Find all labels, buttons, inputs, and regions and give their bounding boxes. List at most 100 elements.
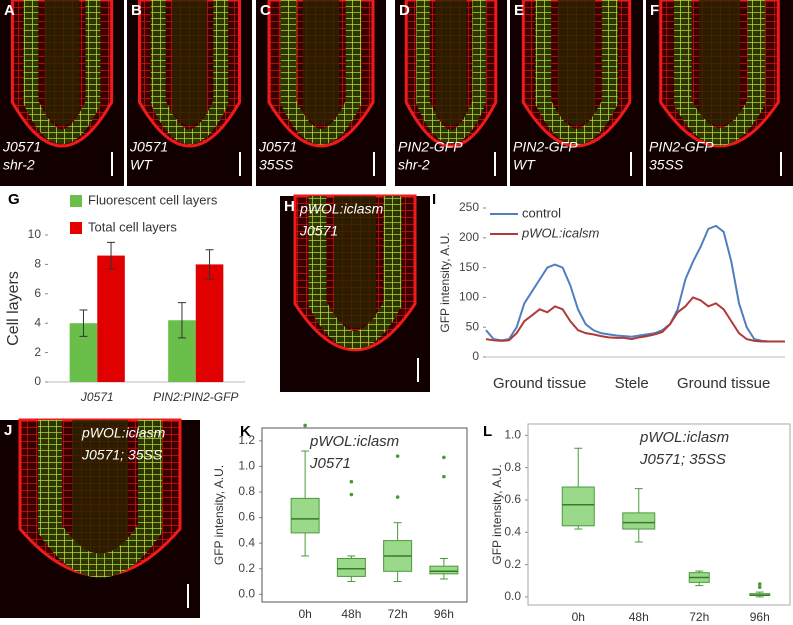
panel-caption: 35SS <box>649 157 684 173</box>
panel-caption: PIN2-GFP <box>513 139 578 155</box>
panel-letter: B <box>131 2 142 19</box>
gfp-layer <box>673 0 766 146</box>
y-tick-label: 0 <box>34 374 41 388</box>
gfp-layer <box>535 0 618 145</box>
y-tick-label: 10 <box>28 227 42 241</box>
gfp-layer <box>38 420 162 578</box>
outlier <box>395 495 400 499</box>
panel-caption: J0571 <box>299 223 338 239</box>
outlier <box>349 492 354 497</box>
stele <box>435 0 467 126</box>
y-tick-label: 0.0 <box>238 586 255 600</box>
x-tick-label: 72h <box>388 607 408 621</box>
outlier <box>349 479 354 484</box>
y-tick-label: 0.8 <box>238 484 255 498</box>
legend-label: control <box>522 205 561 220</box>
y-tick-label: 0.6 <box>504 492 521 506</box>
outlier <box>303 423 307 428</box>
plot-frame <box>261 427 468 603</box>
x-category-label: Ground tissue <box>677 375 770 392</box>
y-tick-label: 0.4 <box>504 524 521 538</box>
x-tick-label: 96h <box>434 607 454 621</box>
legend-swatch <box>70 222 82 234</box>
panel-letter: G <box>8 191 20 208</box>
y-tick-label: 200 <box>459 230 479 244</box>
panel-caption: WT <box>130 157 153 173</box>
line-series <box>485 224 785 343</box>
box <box>561 486 595 527</box>
panel-letter: I <box>432 191 436 208</box>
y-tick-label: 0.2 <box>504 557 521 571</box>
annotation: J0571 <box>309 455 351 472</box>
box <box>622 512 656 530</box>
legend-label: Fluorescent cell layers <box>88 192 218 207</box>
bar <box>195 264 224 382</box>
y-tick-label: 150 <box>459 260 479 274</box>
panel-letter: K <box>240 423 251 440</box>
stele <box>557 0 596 126</box>
x-category-label: Ground tissue <box>493 375 586 392</box>
y-tick-label: 1.2 <box>238 433 255 447</box>
panel-letter: D <box>399 2 410 19</box>
gfp-layer <box>280 0 362 145</box>
y-tick-label: 0.4 <box>238 535 255 549</box>
gfp-layer <box>23 0 101 145</box>
panel-caption: pWOL:iclasm <box>299 201 384 217</box>
legend-label: Total cell layers <box>88 219 177 234</box>
y-tick-label: 1.0 <box>238 459 255 473</box>
outlier <box>395 454 400 458</box>
line-series <box>485 296 785 343</box>
stele <box>172 0 207 126</box>
error-bar <box>79 309 88 337</box>
x-tick-label: 0h <box>572 610 585 624</box>
outlier <box>757 585 762 590</box>
box <box>336 558 366 577</box>
y-tick-label: 6 <box>34 286 41 300</box>
y-tick-label: 2 <box>34 345 41 359</box>
y-tick-label: 4 <box>34 315 41 329</box>
panel-letter: A <box>4 2 15 19</box>
gfp-layer <box>416 0 486 144</box>
panel-caption: WT <box>513 157 536 173</box>
y-tick-label: 100 <box>459 290 479 304</box>
x-tick-label: J0571 <box>80 390 114 404</box>
legend-label: pWOL:icalsm <box>521 225 599 240</box>
stele <box>44 0 80 126</box>
panel-caption: 35SS <box>259 157 294 173</box>
y-axis-label: Cell layers <box>5 271 22 346</box>
y-axis-label: GFP intensity, A.U. <box>212 465 226 565</box>
y-tick-label: 8 <box>34 257 41 271</box>
error-bar <box>205 249 214 280</box>
x-tick-label: 72h <box>689 610 709 624</box>
gfp-layer <box>150 0 229 145</box>
box <box>290 497 320 534</box>
outlier <box>757 582 762 586</box>
panel-caption: shr-2 <box>398 157 430 173</box>
panel-caption: pWOL:iclasm <box>81 425 166 441</box>
stele <box>334 196 376 329</box>
gfp-layer <box>308 196 402 349</box>
outlier <box>442 474 446 479</box>
y-tick-label: 0 <box>472 349 479 363</box>
panel-letter: L <box>483 423 492 440</box>
panel-caption: PIN2-GFP <box>649 139 714 155</box>
y-axis-label: GFP intensity, A.U. <box>490 464 504 564</box>
panel-caption: shr-2 <box>3 157 35 173</box>
panel-caption: J0571 <box>129 139 168 155</box>
panel-letter: J <box>4 422 12 439</box>
stele <box>72 420 128 554</box>
x-category-label: Stele <box>615 375 649 392</box>
outlier <box>442 455 446 460</box>
stele <box>698 0 741 126</box>
stele <box>302 0 340 126</box>
panel-caption: J0571 <box>258 139 297 155</box>
box <box>429 565 459 575</box>
panel-letter: F <box>650 2 659 19</box>
y-tick-label: 0.6 <box>238 510 255 524</box>
panel-caption: J0571; 35SS <box>81 447 163 463</box>
y-tick-label: 0.8 <box>504 460 521 474</box>
x-tick-label: 48h <box>341 607 361 621</box>
y-tick-label: 1.0 <box>504 427 521 441</box>
